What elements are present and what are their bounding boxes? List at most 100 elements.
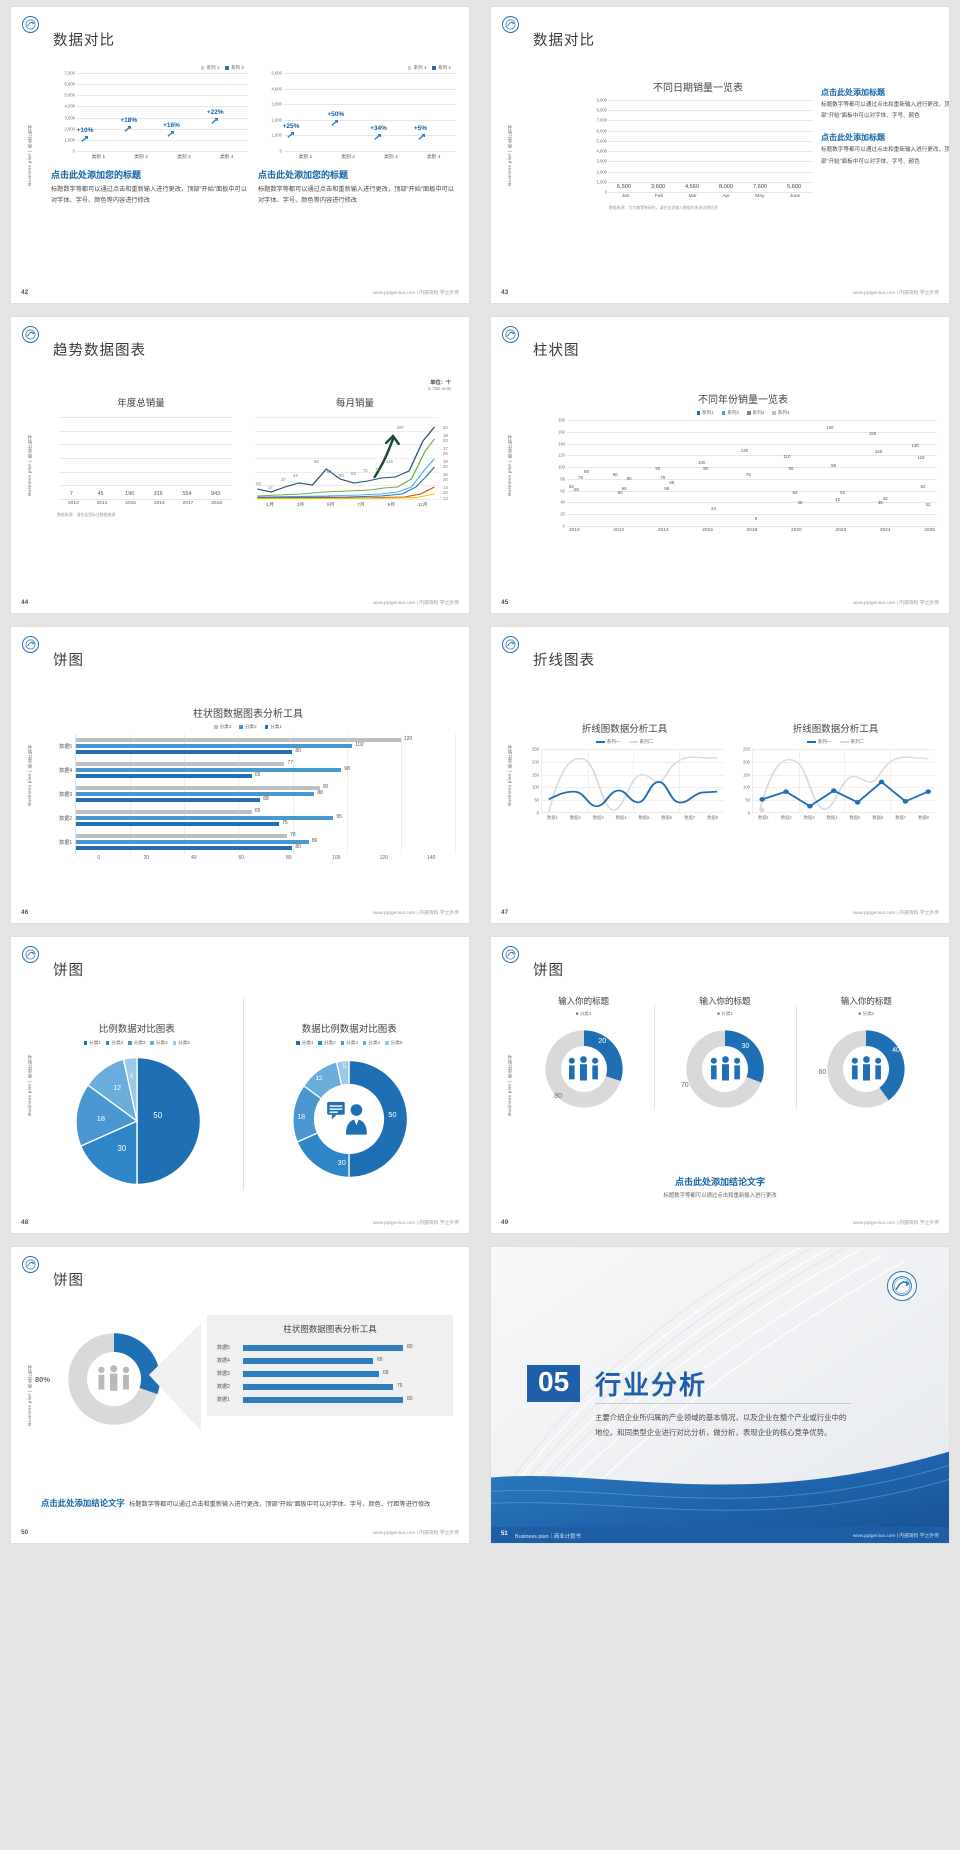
table-row: 数据4 77 98 65 [42,758,455,782]
page-title: 饼图 [53,653,84,669]
bar: 102 [76,742,364,749]
chart-43: 不同日期销量一览表 9,000 8,000 7,000 6,000 5,000 … [583,79,813,211]
page-title: 数据对比 [533,33,595,49]
side-label: Business plan | 商业计划书 [507,124,512,186]
section-body: 主要介绍企业所归属的产业领域的基本情况，以及企业在整个产业或行业中的地位。和同类… [595,1413,847,1437]
annotation: +18% [120,117,138,124]
bar: 77 [76,760,293,767]
slide-cell-42[interactable]: Business plan | 商业计划书 数据对比 系列 1 系列 2 7,0… [0,0,480,310]
footer-url: www.pptgenius.com | 内部资料 学之外传 [372,601,459,606]
page-title: 饼图 [53,963,84,979]
chart-source: 数据来源：请在这里标注数据来源 [57,512,116,517]
legend-item: 系列3 [747,410,764,416]
slide-cell-50[interactable]: Business plan | 商业计划书 饼图 80% 20% [0,1240,480,1550]
slide-44[interactable]: Business plan | 商业计划书 趋势数据图表 单位：个 in '00… [10,316,470,614]
page-title: 饼图 [533,963,564,979]
legend-item: 分类1 [83,1040,101,1046]
point-label: 50 [339,473,344,478]
slide-cell-51[interactable]: 05 行业分析 主要介绍企业所归属的产业领域的基本情况，以及企业在整个产业或行业… [480,1240,960,1550]
point-label: 287 [397,425,405,430]
legend: 分类1 分类2 分类3 分类4 分类5 [244,1040,456,1046]
legend: 系列 1 系列 2 [258,65,455,71]
legend-item: 系列 2 [225,65,244,71]
donut-block-1: 输入你的标题 ■ 分类1 20 80 [513,995,654,1115]
donut-left-value: 80% [35,1375,51,1384]
arrow-icon [124,125,132,132]
chart-title: 数据比例数据对比图表 [301,1024,397,1035]
row-label: 数据4 [217,1358,230,1364]
slide-cell-44[interactable]: Business plan | 商业计划书 趋势数据图表 单位：个 in '00… [0,310,480,620]
brand-logo-icon [502,636,519,653]
chart-title: 柱状图数据图表分析工具 [283,1324,377,1334]
people-group-icon [851,1056,881,1081]
bar-value: 45 [97,491,104,497]
point-label: 66 [327,469,332,474]
footer-url: www.pptgenius.com | 内部资料 学之外传 [852,1533,939,1539]
chart-45: 不同年份销量一览表 系列1 系列2 系列3 系列4 180 160 140 12… [549,379,937,533]
chart-50: 柱状图数据图表分析工具 数据5 80 数据4 65 数据3 68 数据2 75 [207,1315,453,1416]
chart-47-left: 折线图数据分析工具 系列一 系列二 250 200 150 100 50 0 [525,693,724,821]
brand-logo-icon [22,326,39,343]
people-group-icon [710,1056,740,1081]
donut-title: 输入你的标题 [840,996,892,1006]
slide-cell-43[interactable]: Business plan | 商业计划书 数据对比 不同日期销量一览表 9,0… [480,0,960,310]
bar-value: 68 [383,1369,389,1376]
side-label: Business plan | 商业计划书 [27,1364,32,1426]
slide-cell-48[interactable]: Business plan | 商业计划书 饼图 比例数据对比图表 分类1 分类… [0,930,480,1240]
y-axis: 250 200 150 100 50 0 [743,746,750,816]
slide-50[interactable]: Business plan | 商业计划书 饼图 80% 20% [10,1246,470,1544]
page-title: 折线图表 [533,653,595,669]
slice-label: 50 [388,1109,397,1119]
slide-cell-49[interactable]: Business plan | 商业计划书 饼图 输入你的标题 ■ 分类1 20… [480,930,960,1240]
x-axis: 数据1 数据2 数据3 数据4 数据5 数据6 数据7 数据8 [757,815,930,820]
bar-value: 65 [377,1356,383,1363]
bar [243,1357,373,1364]
slide-cell-45[interactable]: Business plan | 商业计划书 柱状图 不同年份销量一览表 系列1 … [480,310,960,620]
page-number: 46 [21,909,29,916]
bars: 60 55 75 85 60 50 65 80 90 [567,420,937,527]
slide-48[interactable]: Business plan | 商业计划书 饼图 比例数据对比图表 分类1 分类… [10,936,470,1234]
slide-43[interactable]: Business plan | 商业计划书 数据对比 不同日期销量一览表 9,0… [490,6,950,304]
unit-cn: 单位：个 [430,380,451,386]
legend-item: 系列 1 [200,65,219,71]
slide-42[interactable]: Business plan | 商业计划书 数据对比 系列 1 系列 2 7,0… [10,6,470,304]
donut-right-value: 20% [145,1375,161,1384]
plot-area [541,749,724,813]
slide-cell-47[interactable]: Business plan | 商业计划书 折线图表 折线图数据分析工具 系列一… [480,620,960,930]
point-label: 116 [386,459,393,464]
slice-label: 5 [342,1064,347,1071]
slide-49[interactable]: Business plan | 商业计划书 饼图 输入你的标题 ■ 分类1 20… [490,936,950,1234]
row-label: 数据1 [217,1397,230,1403]
slide-47[interactable]: Business plan | 商业计划书 折线图表 折线图数据分析工具 系列一… [490,626,950,924]
legend: 系列1 系列2 系列3 系列4 [549,410,937,416]
point-label: 17 [268,485,273,490]
page-number: 47 [501,909,509,916]
donut-chart [62,1327,166,1431]
chart-48-left: 比例数据对比图表 分类1 分类2 分类3 分类4 分类5 [31,997,243,1190]
slide-cell-46[interactable]: Business plan | 商业计划书 饼图 柱状图数据图表分析工具 分类3… [0,620,480,930]
annotation: +5% [413,125,428,132]
bar-value: 6,500 [617,184,631,190]
slice-label: 18 [96,1114,106,1124]
annotation: +50% [327,111,345,118]
side-label: Business plan | 商业计划书 [27,434,32,496]
footer-url: www.pptgenius.com | 内部资料 学之外传 [372,1531,459,1536]
y-axis: 9,000 8,000 7,000 6,000 5,000 4,000 3,00… [596,97,607,195]
donut-chart: 30 70 [679,1023,771,1115]
side-label: Business plan | 商业计划书 [507,744,512,806]
slide-51[interactable]: 05 行业分析 主要介绍企业所归属的产业领域的基本情况，以及企业在整个产业或行业… [490,1246,950,1544]
plot-area: 7,000 6,000 5,000 4,000 3,000 2,000 1,00… [51,71,248,154]
section-heading: 点击此处添加您的标题 [51,170,142,180]
slide-45[interactable]: Business plan | 商业计划书 柱状图 不同年份销量一览表 系列1 … [490,316,950,614]
side-label: Business plan | 商业计划书 [507,434,512,496]
table-row: 数据5 80 [217,1341,443,1354]
conclusion-heading: 点击此处添加结论文字 [41,1498,125,1508]
footer-url: www.pptgenius.com | 内部资料 学之外传 [852,1221,939,1226]
bar: 75 [76,820,288,827]
slide-46[interactable]: Business plan | 商业计划书 饼图 柱状图数据图表分析工具 分类3… [10,626,470,924]
arrow-icon [331,119,339,126]
legend-item: 分类4 [150,1040,168,1046]
bar-value: 75 [397,1382,403,1389]
arrow-icon [418,133,425,140]
legend: 分类3 分类2 分类1 [41,724,455,730]
